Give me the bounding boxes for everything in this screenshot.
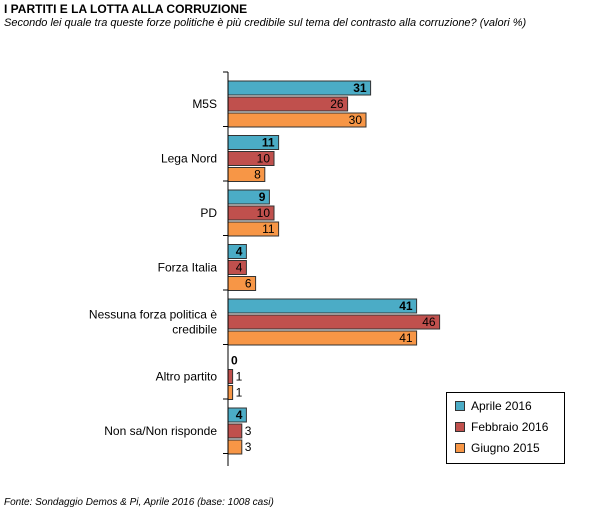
legend-swatch-0 — [455, 401, 465, 411]
data-label: 3 — [245, 424, 252, 438]
data-label: 8 — [254, 168, 261, 182]
bar-giugno-2015 — [227, 385, 234, 400]
chart-source: Fonte: Sondaggio Demos & Pi, Aprile 2016… — [4, 497, 274, 508]
bar-giugno-2015 — [227, 330, 418, 346]
data-label: 1 — [236, 370, 243, 384]
data-label: 3 — [245, 440, 252, 454]
data-label: 6 — [245, 277, 252, 291]
category-label: credibile — [172, 323, 217, 337]
data-label: 10 — [257, 206, 271, 220]
data-label: 4 — [236, 245, 243, 259]
category-label: Nessuna forza politica è — [89, 308, 217, 322]
chart-legend: Aprile 2016 Febbraio 2016 Giugno 2015 — [446, 392, 565, 464]
category-label: PD — [200, 206, 217, 220]
data-label: 41 — [399, 331, 413, 345]
bar-aprile-2016 — [227, 80, 372, 96]
data-label: 4 — [236, 408, 243, 422]
data-label: 0 — [231, 354, 238, 368]
bar-giugno-2015 — [227, 112, 367, 128]
bar-febbraio-2016 — [227, 369, 234, 384]
legend-label-0: Aprile 2016 — [471, 399, 532, 413]
data-label: 10 — [257, 152, 271, 166]
legend-swatch-2 — [455, 443, 465, 453]
category-label: Non sa/Non risponde — [104, 424, 217, 438]
legend-label-2: Giugno 2015 — [471, 441, 540, 455]
data-label: 11 — [262, 136, 275, 150]
data-label: 26 — [330, 97, 344, 111]
category-label: Lega Nord — [161, 152, 217, 166]
data-label: 46 — [422, 315, 436, 329]
chart-title: I PARTITI E LA LOTTA ALLA CORRUZIONE — [4, 2, 248, 16]
data-label: 30 — [349, 113, 363, 127]
bar-febbraio-2016 — [227, 423, 243, 439]
data-label: 31 — [353, 81, 367, 95]
chart-subtitle: Secondo lei quale tra queste forze polit… — [4, 17, 527, 29]
data-label: 4 — [236, 261, 243, 275]
data-label: 41 — [399, 299, 413, 313]
legend-swatch-1 — [455, 422, 465, 432]
legend-item-2: Giugno 2015 — [455, 441, 540, 455]
category-label: Forza Italia — [158, 261, 218, 275]
legend-label-1: Febbraio 2016 — [471, 420, 549, 434]
category-label: Altro partito — [156, 370, 218, 384]
legend-item-1: Febbraio 2016 — [455, 420, 548, 434]
bar-giugno-2015 — [227, 439, 243, 455]
category-label: M5S — [192, 97, 217, 111]
data-label: 1 — [236, 386, 243, 400]
bar-aprile-2016 — [227, 298, 418, 314]
bar-febbraio-2016 — [227, 314, 441, 330]
data-label: 9 — [259, 190, 266, 204]
legend-item-0: Aprile 2016 — [455, 399, 532, 413]
data-label: 11 — [262, 222, 275, 236]
